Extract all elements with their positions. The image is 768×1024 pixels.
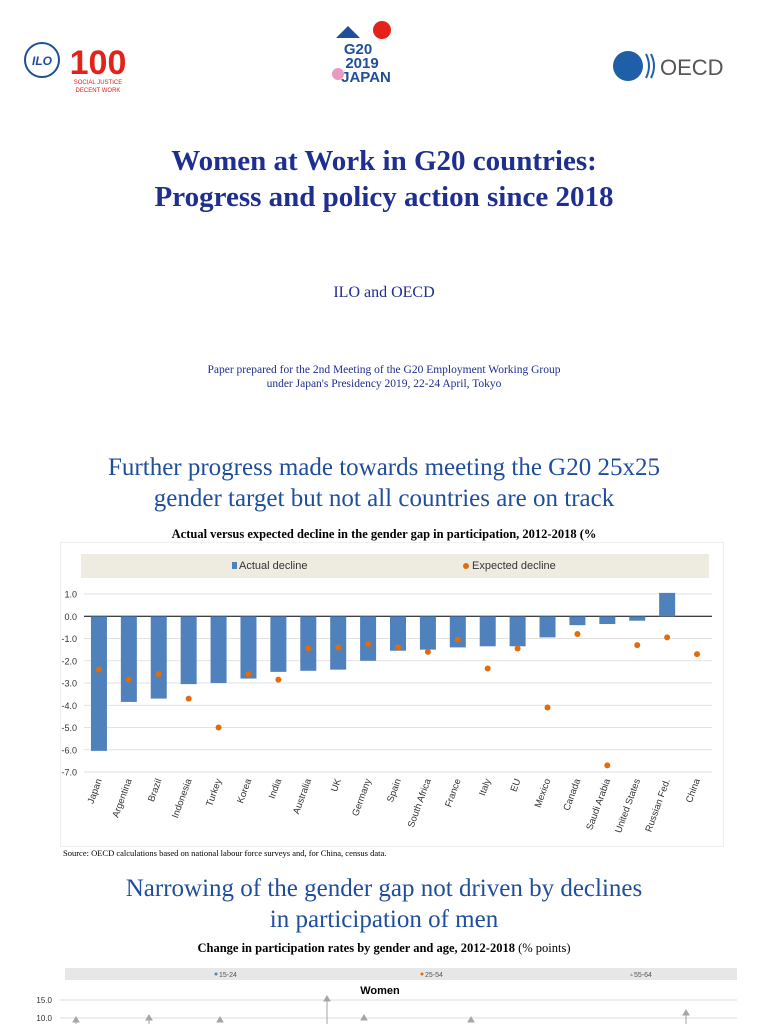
y-tick-label: -2.0 [61, 656, 77, 666]
y-tick: 15.0 [36, 996, 52, 1005]
y-tick-label: -3.0 [61, 679, 77, 689]
bar-actual-decline [449, 616, 466, 648]
point-expected-decline [245, 671, 252, 678]
title-line: Progress and policy action since 2018 [154, 181, 614, 213]
bar-actual-decline [210, 616, 227, 683]
legend-bar-swatch [232, 562, 237, 569]
bar-actual-decline [659, 592, 676, 617]
point-expected-decline [424, 648, 431, 655]
heading-line: in participation of men [269, 906, 499, 933]
point-expected-decline [574, 631, 581, 638]
svg-text:DECENT WORK: DECENT WORK [76, 88, 121, 94]
chart1-legend [81, 554, 709, 578]
bar-actual-decline [150, 616, 167, 699]
paper-note-line: under Japan's Presidency 2019, 22-24 Apr… [266, 378, 502, 390]
bar-actual-decline [120, 616, 137, 702]
paper-note: Paper prepared for the 2nd Meeting of th… [0, 363, 768, 391]
chart2-title-text: Change in participation rates by gender … [197, 941, 515, 955]
bar-actual-decline [599, 616, 616, 625]
point-expected-decline [395, 644, 401, 651]
heading-line: gender target but not all countries are … [153, 485, 615, 512]
point-expected-decline [95, 666, 102, 673]
legend-label-actual: Actual decline [239, 560, 308, 572]
point-expected-decline [484, 665, 491, 672]
legend-dot-swatch [463, 563, 469, 569]
y-tick-label: 1.0 [64, 590, 77, 600]
bar-actual-decline [300, 616, 317, 671]
bar-actual-decline [509, 616, 526, 647]
bar-actual-decline [330, 616, 347, 670]
bar-actual-decline [270, 616, 287, 672]
bar-actual-decline [240, 616, 257, 679]
y-tick-label: 0.0 [64, 612, 77, 622]
bar-actual-decline [479, 616, 496, 647]
title-line: Women at Work in G20 countries: [171, 145, 597, 177]
oecd-logo: OECD [613, 51, 724, 81]
point-expected-decline [694, 651, 701, 658]
section-heading-2: Narrowing of the gender gap not driven b… [0, 873, 768, 935]
bar-actual-decline [539, 616, 556, 638]
bar-actual-decline [629, 616, 646, 621]
point-expected-decline [634, 642, 641, 649]
y-tick-label: -5.0 [61, 723, 77, 733]
y-tick: 10.0 [36, 1014, 52, 1023]
section-heading-1: Further progress made towards meeting th… [0, 452, 768, 514]
bar-actual-decline [180, 616, 197, 685]
svg-text:2019: 2019 [345, 55, 378, 72]
chart2-title-unit: (% points) [518, 941, 571, 955]
x-tick-label: EU [509, 777, 524, 793]
paper-note-line: Paper prepared for the 2nd Meeting of th… [207, 364, 561, 376]
bar-actual-decline [390, 616, 406, 651]
y-tick-label: -1.0 [61, 634, 77, 644]
y-tick-label: -7.0 [61, 768, 77, 778]
document-title: Women at Work in G20 countries: Progress… [0, 143, 768, 215]
heading-line: Further progress made towards meeting th… [108, 454, 660, 481]
legend-15-24: 15-24 [219, 972, 237, 979]
bar-actual-decline [569, 616, 586, 626]
authors: ILO and OECD [333, 284, 435, 301]
point-expected-decline [125, 676, 132, 683]
point-expected-decline [335, 644, 342, 651]
bar-actual-decline [90, 616, 107, 751]
chart1-title: Actual versus expected decline in the ge… [171, 527, 597, 541]
point-expected-decline [664, 634, 671, 641]
svg-text:ILO: ILO [32, 54, 53, 68]
source-note: Source: OECD calculations based on natio… [63, 848, 387, 858]
point-expected-decline [275, 676, 282, 683]
svg-text:JAPAN: JAPAN [341, 69, 391, 86]
point-expected-decline [305, 645, 312, 652]
point-expected-decline [365, 641, 372, 648]
x-tick-label: UK [329, 777, 344, 794]
point-expected-decline [544, 704, 551, 711]
point-expected-decline [215, 724, 222, 731]
point-expected-decline [155, 671, 162, 678]
legend-25-54: 25-54 [425, 972, 443, 979]
bar-actual-decline [360, 616, 377, 661]
legend-label-expected: Expected decline [472, 560, 556, 572]
g20-japan-logo: G20 2019 JAPAN [332, 21, 391, 86]
svg-text:100: 100 [70, 44, 127, 82]
chart2: 15-24 25-54 55-64 Women 15.0 10.0 [36, 968, 737, 1024]
point-expected-decline [185, 695, 192, 702]
y-tick-label: -6.0 [61, 745, 77, 755]
y-tick-label: -4.0 [61, 701, 77, 711]
legend-55-64: 55-64 [634, 972, 652, 979]
svg-text:G20: G20 [344, 41, 372, 58]
svg-text:SOCIAL JUSTICE: SOCIAL JUSTICE [74, 80, 122, 86]
point-expected-decline [514, 645, 521, 652]
chart2-title: Change in participation rates by gender … [0, 941, 768, 956]
ilo-logo: ILO 100 SOCIAL JUSTICE DECENT WORK [24, 42, 127, 94]
chart2-legend [65, 968, 737, 980]
point-expected-decline [454, 636, 461, 643]
point-expected-decline [604, 762, 611, 769]
heading-line: Narrowing of the gender gap not driven b… [125, 875, 643, 902]
bar-actual-decline [419, 616, 436, 650]
chart1: Actual decline Expected decline 1.0 0.0 -1… [60, 542, 724, 847]
svg-text:OECD: OECD [660, 55, 724, 80]
panel-title-women: Women [360, 985, 400, 997]
